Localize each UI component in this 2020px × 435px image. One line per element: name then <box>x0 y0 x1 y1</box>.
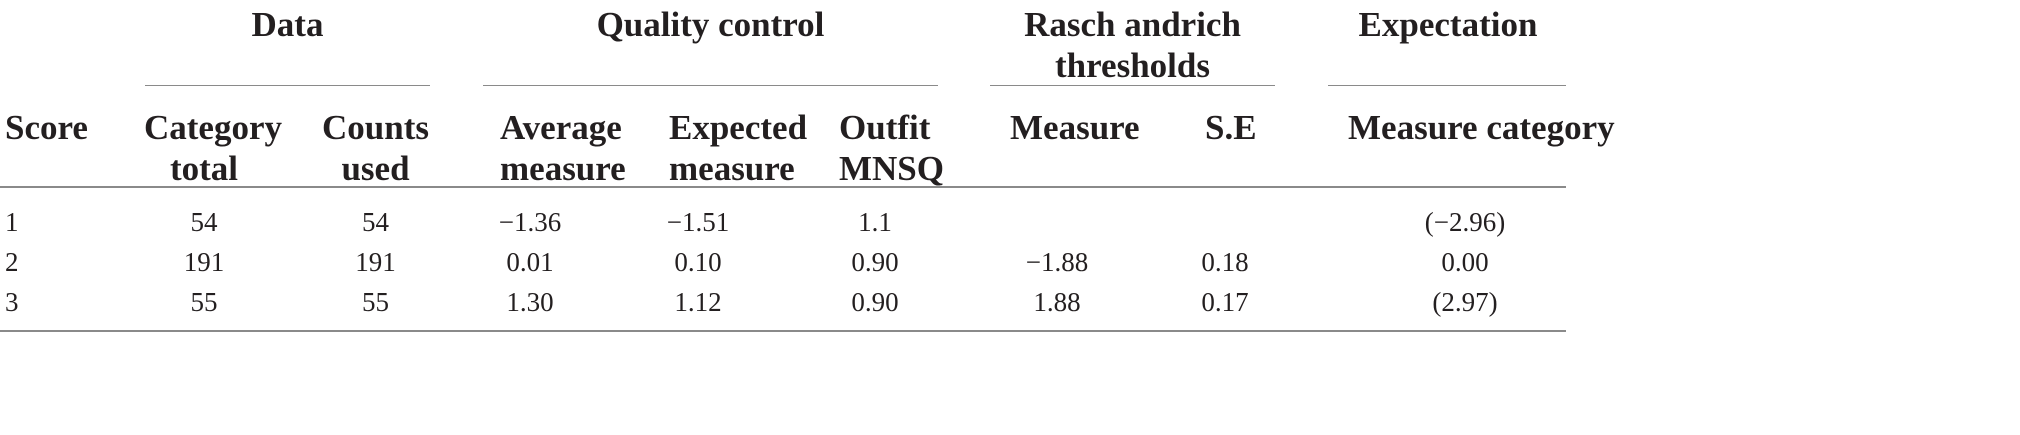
group-header-rasch-andrich-thresholds: Rasch andrich thresholds <box>1024 5 1241 85</box>
cell-r2-average-measure: 0.01 <box>506 247 554 277</box>
cell-r3-se: 0.17 <box>1201 287 1249 317</box>
group-rule-data <box>145 85 430 86</box>
group-rule-quality-control <box>483 85 938 86</box>
cell-r2-outfit-mnsq: 0.90 <box>851 247 899 277</box>
group-header-quality-control: Quality control <box>596 5 825 44</box>
cell-r2-counts-used: 191 <box>355 247 396 277</box>
column-header-measure-category: Measure category <box>1348 108 1615 147</box>
column-header-expected-measure: Expected measure <box>669 108 808 188</box>
cell-r2-measure-category: 0.00 <box>1441 247 1489 277</box>
header-bottom-rule <box>0 186 1566 188</box>
cell-r3-measure: 1.88 <box>1033 287 1081 317</box>
cell-r1-score: 1 <box>5 207 19 237</box>
cell-r2-se: 0.18 <box>1201 247 1249 277</box>
group-rule-rasch <box>990 85 1275 86</box>
cell-r1-expected-measure: −1.51 <box>666 207 730 237</box>
column-header-se: S.E <box>1205 108 1257 147</box>
cell-r3-average-measure: 1.30 <box>506 287 554 317</box>
cell-r3-category-total: 55 <box>190 287 218 317</box>
column-header-measure: Measure <box>1010 108 1140 147</box>
cell-r2-expected-measure: 0.10 <box>674 247 722 277</box>
cell-r2-category-total: 191 <box>183 247 225 277</box>
cell-r1-outfit-mnsq: 1.1 <box>858 207 892 237</box>
group-header-expectation: Expectation <box>1358 5 1538 44</box>
group-rule-expectation <box>1328 85 1566 86</box>
table-bottom-rule <box>0 330 1566 332</box>
column-header-score: Score <box>5 108 88 147</box>
cell-r1-measure-category: (−2.96) <box>1424 207 1506 237</box>
cell-r3-score: 3 <box>5 287 19 317</box>
cell-r3-measure-category: (2.97) <box>1432 287 1498 317</box>
cell-r2-score: 2 <box>5 247 19 277</box>
cell-r1-counts-used: 54 <box>362 207 389 237</box>
column-header-average-measure: Average measure <box>500 108 626 188</box>
cell-r1-average-measure: −1.36 <box>498 207 562 237</box>
column-header-counts-used: Counts used <box>322 108 429 188</box>
cell-r3-counts-used: 55 <box>362 287 389 317</box>
cell-r2-measure: −1.88 <box>1025 247 1089 277</box>
cell-r3-outfit-mnsq: 0.90 <box>851 287 899 317</box>
column-header-outfit-mnsq: Outfit MNSQ <box>839 108 944 188</box>
cell-r1-category-total: 54 <box>190 207 218 237</box>
column-header-category-total: Category total <box>144 108 283 188</box>
cell-r3-expected-measure: 1.12 <box>674 287 722 317</box>
group-header-data: Data <box>251 5 324 44</box>
